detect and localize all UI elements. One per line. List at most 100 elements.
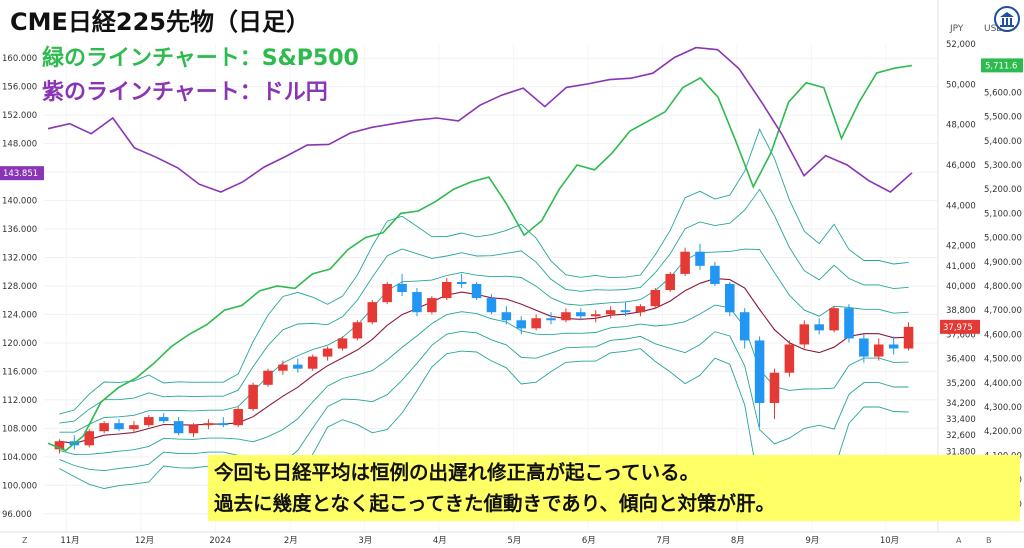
candle-body: [337, 338, 348, 349]
sp500-tick-label: 4,400.00: [984, 379, 1022, 389]
x-tick-label: 12月: [135, 536, 154, 546]
candle-body: [307, 356, 318, 369]
sp500-tick-label: 5,300.00: [984, 161, 1022, 171]
legend-sp500: 緑のラインチャート：S&P500: [42, 46, 359, 71]
sp500-current-label: 5,711.6: [985, 61, 1017, 71]
candle-body: [248, 384, 258, 410]
candle-body: [680, 251, 690, 274]
candle-body: [829, 308, 839, 331]
candle-body: [888, 344, 899, 349]
corner-label-z: Z: [22, 536, 28, 545]
sp500-tick-label: 4,300.00: [984, 403, 1022, 413]
candle-body: [173, 421, 184, 434]
usdjpy-tick-label: 104.000: [2, 453, 37, 463]
sp500-tick-label: 5,500.00: [984, 113, 1022, 123]
nikkei-tick-label: 42,000: [946, 242, 976, 252]
usdjpy-tick-label: 112.000: [2, 396, 37, 406]
candle-body: [233, 409, 243, 426]
logo-icon: [994, 6, 1020, 32]
corner-label-a: A: [956, 536, 962, 545]
sp500-tick-label: 5,200.00: [984, 185, 1022, 195]
legend-usdjpy: 紫のラインチャート：ドル円: [42, 80, 328, 105]
candle-body: [218, 423, 229, 426]
candle-body: [754, 340, 765, 403]
sp500-current-badge: [981, 58, 1023, 73]
candle-body: [84, 431, 95, 446]
usdjpy-tick-label: 128.000: [2, 282, 37, 292]
usdjpy-tick-label: 124.000: [2, 310, 37, 320]
bollinger-band-line: [59, 128, 909, 415]
usdjpy-tick-label: 96.000: [2, 510, 32, 520]
candle-body: [516, 320, 527, 329]
corner-label-b: B: [986, 536, 992, 545]
usdjpy-current-badge: [0, 166, 44, 181]
moving-average-line: [59, 278, 909, 444]
candle-body: [278, 364, 288, 371]
sp500-tick-label: 4,700.00: [984, 306, 1022, 316]
candle-body: [114, 423, 124, 430]
candle-body: [367, 302, 378, 323]
sp500-tick-label: 4,500.00: [984, 355, 1022, 365]
candle-body: [501, 312, 512, 321]
candle-body: [903, 326, 914, 349]
chart-title: CME日経225先物（日足）: [6, 2, 314, 37]
candle-body: [427, 298, 437, 313]
candle-body: [814, 324, 824, 331]
x-tick-label: 7月: [656, 536, 670, 546]
usdjpy-tick-label: 156.000: [2, 83, 37, 93]
x-tick-label: 6月: [582, 536, 596, 546]
nikkei-tick-label: 46,000: [946, 161, 976, 171]
candle-body: [799, 324, 810, 345]
candle-body: [739, 312, 750, 341]
usdjpy-line: [47, 46, 913, 193]
usdjpy-tick-label: 140.000: [2, 197, 37, 207]
usdjpy-tick-label: 132.000: [2, 254, 37, 264]
usdjpy-tick-label: 116.000: [2, 367, 37, 377]
nikkei-tick-label: 37,600: [946, 330, 976, 340]
candle-body: [561, 312, 571, 321]
sp500-tick-label: 4,900.00: [984, 258, 1022, 268]
candle-body: [576, 312, 586, 317]
x-tick-label: 3月: [358, 536, 372, 546]
candle-body: [531, 318, 541, 329]
candle-body: [620, 310, 631, 313]
candle-body: [158, 417, 169, 422]
candle-body: [873, 344, 884, 357]
nikkei-tick-label: 44,000: [946, 201, 976, 211]
x-tick-label: 9月: [805, 536, 819, 546]
bollinger-band-line: [59, 330, 909, 472]
candle-body: [188, 425, 199, 434]
usdjpy-tick-label: 152.000: [2, 111, 37, 121]
candle-body: [397, 283, 407, 293]
candle-body: [710, 265, 720, 284]
bollinger-bands: [59, 128, 909, 502]
nikkei-candles: [54, 243, 914, 454]
nikkei-tick-label: 52,000: [946, 40, 976, 50]
candle-body: [412, 292, 422, 313]
candle-body: [203, 423, 214, 426]
header-jpy-label: JPY: [950, 24, 964, 34]
candle-body: [769, 372, 780, 403]
candle-body: [844, 308, 854, 339]
usdjpy-tick-label: 108.000: [2, 424, 37, 434]
candle-body: [784, 344, 795, 373]
x-tick-label: 4月: [433, 536, 447, 546]
usdjpy-tick-label: 160.000: [2, 54, 37, 64]
candle-body: [486, 298, 497, 313]
nikkei-tick-label: 32,600: [946, 431, 976, 441]
usdjpy-tick-label: 148.000: [2, 140, 37, 150]
candle-body: [605, 310, 616, 315]
sp500-tick-label: 5,000.00: [984, 234, 1022, 244]
commentary-note: 今回も日経平均は恒例の出遅れ修正高が起こっている。 過去に幾度となく起こってきた…: [208, 455, 1020, 521]
candle-body: [590, 314, 601, 317]
candle-body: [293, 364, 303, 369]
candle-body: [129, 425, 139, 430]
candle-body: [263, 370, 273, 385]
sp500-tick-label: 5,600.00: [984, 88, 1022, 98]
sp500-line: [47, 64, 913, 452]
candle-body: [665, 273, 675, 291]
usdjpy-tick-label: 136.000: [2, 225, 37, 235]
bollinger-band-line: [59, 304, 909, 455]
nikkei-tick-label: 48,000: [946, 121, 976, 131]
candle-body: [546, 318, 556, 321]
